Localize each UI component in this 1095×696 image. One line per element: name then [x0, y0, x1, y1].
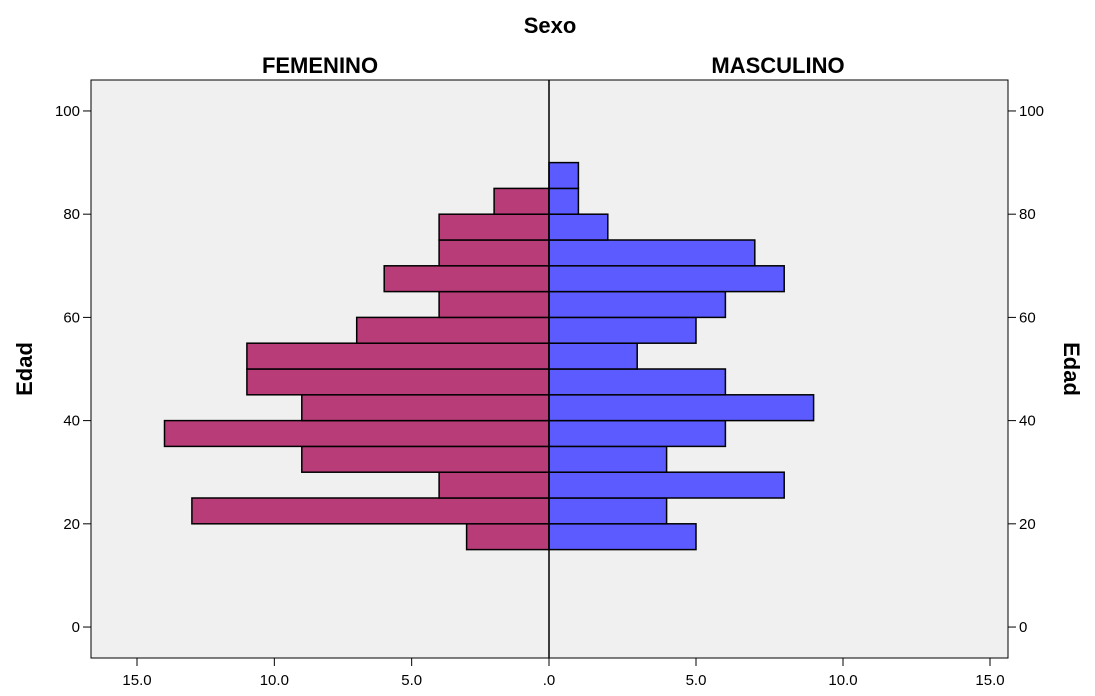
bars-group [163, 161, 815, 551]
y-tick-label-right: 60 [1019, 309, 1036, 326]
bar-masculino-75-80 [548, 213, 609, 241]
bar-masculino-55-60 [548, 316, 697, 344]
y-tick-label-left: 100 [55, 103, 80, 120]
y-tick-label-left: 60 [63, 309, 80, 326]
y-tick-label-left: 20 [63, 516, 80, 533]
bar-femenino-75-80 [438, 213, 550, 241]
x-tick-label-left: 10.0 [260, 672, 289, 689]
x-tick-label-right: 10.0 [828, 672, 857, 689]
y-tick-label-right: 100 [1019, 103, 1044, 120]
y-tick-label-right: 20 [1019, 516, 1036, 533]
y-tick-label-left: 40 [63, 413, 80, 430]
bar-femenino-70-75 [438, 239, 550, 267]
bar-masculino-35-40 [548, 419, 727, 448]
y-tick-label-left: 80 [63, 206, 80, 223]
chart-title: Sexo [524, 13, 577, 38]
bar-masculino-50-55 [548, 342, 638, 370]
bar-femenino-65-70 [383, 265, 550, 293]
bar-masculino-70-75 [548, 239, 756, 267]
bar-masculino-25-30 [548, 471, 785, 499]
panel-label-femenino: FEMENINO [262, 53, 378, 78]
bar-femenino-15-20 [465, 523, 550, 551]
bar-femenino-45-50 [246, 368, 550, 396]
y-tick-label-right: 80 [1019, 206, 1036, 223]
bar-femenino-35-40 [163, 419, 550, 448]
bar-masculino-40-45 [548, 394, 815, 422]
y-tick-label-right: 0 [1019, 619, 1027, 636]
bar-masculino-80-85 [548, 187, 580, 215]
bar-femenino-40-45 [301, 394, 550, 422]
x-tick-label-left: .0 [543, 672, 556, 689]
bar-femenino-60-65 [438, 290, 550, 319]
bar-masculino-85-90 [548, 161, 580, 190]
x-tick-label-right: 5.0 [686, 672, 707, 689]
panel-label-masculino: MASCULINO [711, 53, 844, 78]
bar-femenino-80-85 [493, 187, 550, 215]
bar-femenino-20-25 [191, 497, 550, 525]
x-tick-label-right: 15.0 [975, 672, 1004, 689]
bar-masculino-15-20 [548, 523, 697, 551]
y-axis-label-right: Edad [1059, 342, 1084, 396]
bar-femenino-55-60 [355, 316, 550, 344]
bar-femenino-50-55 [246, 342, 550, 370]
y-tick-label-left: 0 [72, 619, 80, 636]
bar-masculino-45-50 [548, 368, 727, 396]
bar-masculino-60-65 [548, 290, 727, 319]
bar-masculino-20-25 [548, 497, 668, 525]
x-tick-label-left: 15.0 [122, 672, 151, 689]
bar-masculino-30-35 [548, 445, 668, 473]
bar-femenino-30-35 [301, 445, 550, 473]
axes-group: 0 0 20 20 40 40 60 60 80 80 100 100 15.0 10.0 5.0 .0 5.0… [55, 80, 1044, 689]
x-tick-label-left: 5.0 [401, 672, 422, 689]
y-axis-label-left: Edad [12, 342, 37, 396]
y-tick-label-right: 40 [1019, 413, 1036, 430]
bar-masculino-65-70 [548, 265, 785, 293]
bar-femenino-25-30 [438, 471, 550, 499]
